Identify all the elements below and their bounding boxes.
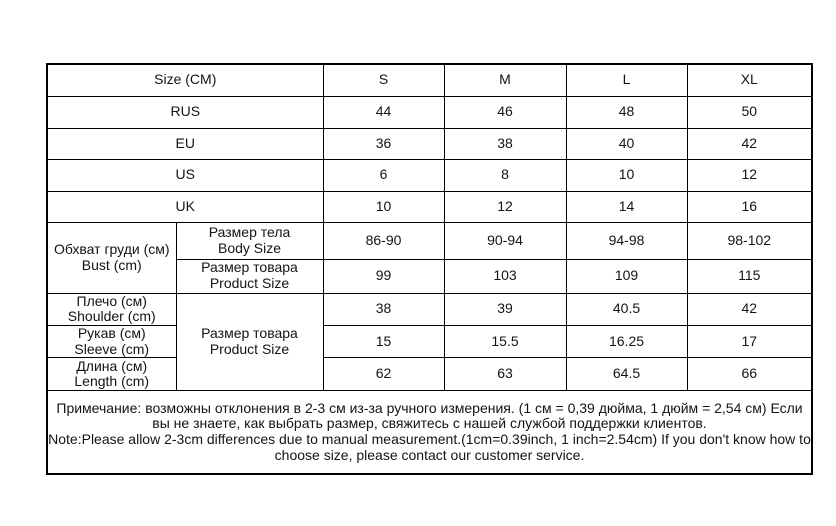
bust-label-cell: Обхват груди (см) Bust (cm) xyxy=(46,221,177,294)
product-size-group-label-ru: Размер товара xyxy=(201,325,298,342)
sleeve-value-cell: 15 xyxy=(322,324,445,359)
bust-label-ru: Обхват груди (см) xyxy=(53,240,170,257)
sleeve-row: Рукав (см) Sleeve (cm) 15 15.5 16.25 17 xyxy=(46,324,813,359)
note-text-en: Note:Please allow 2-3cm differences due … xyxy=(48,430,811,463)
uk-value-cell: 14 xyxy=(565,190,688,223)
product-size-group-label-en: Product Size xyxy=(209,340,290,357)
note-text-ru: Примечание: возможны отклонения в 2-3 см… xyxy=(56,399,803,432)
length-row: Длина (см) Length (cm) 62 63 64.5 66 xyxy=(46,357,813,392)
length-value-cell: 64.5 xyxy=(565,357,688,392)
shoulder-label-en: Shoulder (cm) xyxy=(67,308,156,325)
shoulder-row: Плечо (см) Shoulder (cm) Размер товара P… xyxy=(46,292,813,392)
uk-label-cell: UK xyxy=(46,190,324,223)
bust-product-size-label-cell: Размер товара Product Size xyxy=(175,258,324,294)
sleeve-label-cell: Рукав (см) Sleeve (cm) xyxy=(46,324,177,359)
shoulder-value-cell: 42 xyxy=(686,292,813,326)
eu-value-cell: 40 xyxy=(565,127,688,160)
eu-value-cell: 42 xyxy=(686,127,813,160)
size-chart-table: Size (CM) S M L XL RUS 44 46 48 50 EU 36… xyxy=(46,63,814,475)
us-row: US 6 8 10 12 xyxy=(46,158,813,192)
body-size-value-cell: 98-102 xyxy=(686,221,813,260)
shoulder-label-ru: Плечо (см) xyxy=(76,293,147,309)
size-m-cell: M xyxy=(443,63,567,97)
sleeve-value-cell: 16.25 xyxy=(565,324,688,359)
rus-value-cell: 50 xyxy=(686,95,813,129)
eu-value-cell: 38 xyxy=(443,127,567,160)
eu-value-cell: 36 xyxy=(322,127,445,160)
sleeve-value-cell: 15.5 xyxy=(443,324,567,359)
us-value-cell: 8 xyxy=(443,158,567,192)
eu-label-cell: EU xyxy=(46,127,324,160)
bust-body-size-row: Обхват груди (см) Bust (cm) Размер тела … xyxy=(46,221,813,294)
bust-product-size-row: Размер товара Product Size 99 103 109 11… xyxy=(47,258,813,294)
bust-product-size-label-en: Product Size xyxy=(209,275,290,291)
sleeve-value-cell: 17 xyxy=(686,324,813,359)
body-size-value-cell: 90-94 xyxy=(443,221,567,260)
body-size-value-cell: 94-98 xyxy=(565,221,688,260)
shoulder-value-cell: 40.5 xyxy=(565,292,688,326)
bust-label-en: Bust (cm) xyxy=(81,256,142,273)
length-value-cell: 62 xyxy=(322,357,445,392)
bust-product-size-value-cell: 103 xyxy=(443,258,567,294)
size-xl-cell: XL xyxy=(686,63,813,97)
size-header-cell: Size (CM) xyxy=(46,63,324,97)
rus-label-cell: RUS xyxy=(46,95,324,129)
rus-value-cell: 48 xyxy=(565,95,688,129)
bust-product-size-label-ru: Размер товара xyxy=(201,259,298,276)
size-l-cell: L xyxy=(565,63,688,97)
eu-row: EU 36 38 40 42 xyxy=(46,127,813,160)
rus-value-cell: 46 xyxy=(443,95,567,129)
length-label-en: Length (cm) xyxy=(74,373,150,390)
note-row: Примечание: возможны отклонения в 2-3 см… xyxy=(46,390,813,475)
us-value-cell: 12 xyxy=(686,158,813,192)
product-size-group-cell: Размер товара Product Size xyxy=(175,292,324,392)
body-size-label-en: Body Size xyxy=(217,239,282,256)
length-value-cell: 66 xyxy=(686,357,813,392)
rus-row: RUS 44 46 48 50 xyxy=(46,95,813,129)
shoulder-label-cell: Плечо (см) Shoulder (cm) xyxy=(46,292,177,326)
shoulder-value-cell: 39 xyxy=(443,292,567,326)
length-value-cell: 63 xyxy=(443,357,567,392)
shoulder-value-cell: 38 xyxy=(322,292,445,326)
sleeve-label-ru: Рукав (см) xyxy=(77,325,146,341)
us-value-cell: 6 xyxy=(322,158,445,192)
us-value-cell: 10 xyxy=(565,158,688,192)
bust-product-size-value-cell: 115 xyxy=(686,258,813,294)
uk-value-cell: 12 xyxy=(443,190,567,223)
length-label-ru: Длина (см) xyxy=(76,357,148,374)
body-size-value-cell: 86-90 xyxy=(322,221,445,260)
body-size-label-cell: Размер тела Body Size xyxy=(175,221,324,260)
header-row: Size (CM) S M L XL xyxy=(46,63,813,97)
uk-row: UK 10 12 14 16 xyxy=(46,190,813,223)
uk-value-cell: 16 xyxy=(686,190,813,223)
sleeve-label-en: Sleeve (cm) xyxy=(74,340,150,357)
rus-value-cell: 44 xyxy=(322,95,445,129)
bust-product-size-value-cell: 99 xyxy=(322,258,445,294)
size-s-cell: S xyxy=(322,63,445,97)
note-cell: Примечание: возможны отклонения в 2-3 см… xyxy=(46,390,813,475)
uk-value-cell: 10 xyxy=(322,190,445,223)
us-label-cell: US xyxy=(46,158,324,192)
body-size-label-ru: Размер тела xyxy=(208,223,291,240)
length-label-cell: Длина (см) Length (cm) xyxy=(46,357,177,392)
bust-product-size-value-cell: 109 xyxy=(565,258,688,294)
